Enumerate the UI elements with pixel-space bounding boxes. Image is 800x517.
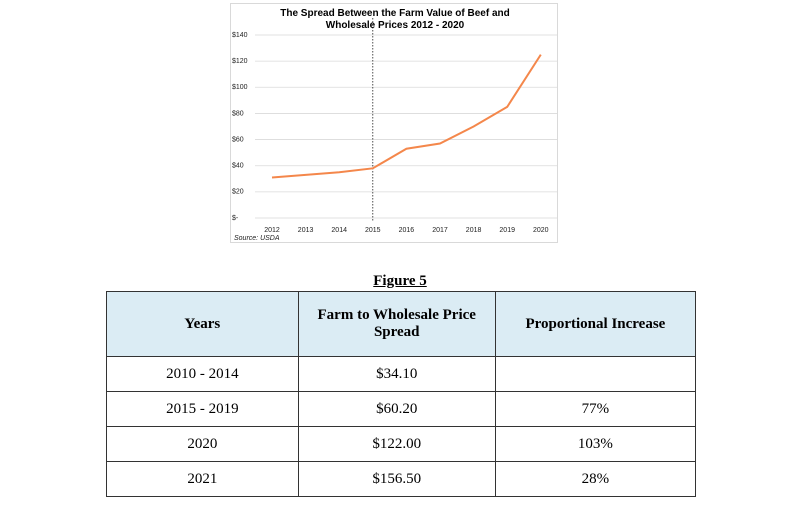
table-row: 2010 - 2014 $34.10 bbox=[106, 356, 697, 392]
header-cell: Years bbox=[106, 291, 299, 357]
y-tick-label: $140 bbox=[232, 32, 248, 39]
x-tick-label: 2020 bbox=[533, 227, 549, 234]
chart-frame bbox=[230, 3, 558, 243]
header-row: Years Farm to Wholesale Price Spread Propo… bbox=[106, 291, 697, 357]
x-tick-label: 2017 bbox=[432, 227, 448, 234]
y-tick-label: $100 bbox=[232, 84, 248, 91]
table-row: 2020 $122.00 103% bbox=[106, 426, 697, 462]
x-tick-label: 2018 bbox=[466, 227, 482, 234]
x-tick-label: 2012 bbox=[264, 227, 280, 234]
table-body: 2010 - 2014 $34.10 2015 - 2019 $60.20 77% 202… bbox=[106, 356, 697, 497]
data-table: Years Farm to Wholesale Price Spread Propo… bbox=[106, 291, 697, 497]
table-cell: 2010 - 2014 bbox=[106, 356, 299, 392]
y-tick-label: $40 bbox=[232, 163, 244, 170]
table-cell: 103% bbox=[494, 426, 697, 462]
table-cell: 2020 bbox=[106, 426, 299, 462]
y-tick-label: $120 bbox=[232, 58, 248, 65]
y-tick-label: $80 bbox=[232, 110, 244, 117]
table-cell bbox=[494, 356, 697, 392]
y-tick-label: $60 bbox=[232, 136, 244, 143]
figure-caption: Figure 5 bbox=[373, 273, 427, 289]
x-tick-label: 2014 bbox=[331, 227, 347, 234]
chart-title: The Spread Between the Farm Value of Bee… bbox=[280, 8, 510, 31]
header-cell: Farm to Wholesale Price Spread bbox=[297, 291, 496, 357]
table-cell: 2021 bbox=[106, 461, 299, 497]
x-tick-label: 2016 bbox=[399, 227, 415, 234]
x-tick-label: 2013 bbox=[298, 227, 314, 234]
table-cell: $34.10 bbox=[297, 356, 496, 392]
table-cell: $122.00 bbox=[297, 426, 496, 462]
x-tick-label: 2015 bbox=[365, 227, 381, 234]
source-note: Source: USDA bbox=[234, 235, 280, 242]
table-cell: 77% bbox=[494, 391, 697, 427]
table-cell: $156.50 bbox=[297, 461, 496, 497]
y-tick-label: $- bbox=[232, 215, 239, 222]
x-tick-label: 2019 bbox=[499, 227, 515, 234]
table-row: 2015 - 2019 $60.20 77% bbox=[106, 391, 697, 427]
y-tick-label: $20 bbox=[232, 189, 244, 196]
data-line bbox=[271, 54, 542, 179]
table-row: 2021 $156.50 28% bbox=[106, 461, 697, 497]
table-cell: 2015 - 2019 bbox=[106, 391, 299, 427]
table-cell: 28% bbox=[494, 461, 697, 497]
table-cell: $60.20 bbox=[297, 391, 496, 427]
header-cell: Proportional Increase bbox=[494, 291, 697, 357]
chart: $- $20 $40 $60 $80 $100 $120 $140 2012 2013 2014 20… bbox=[232, 18, 558, 242]
